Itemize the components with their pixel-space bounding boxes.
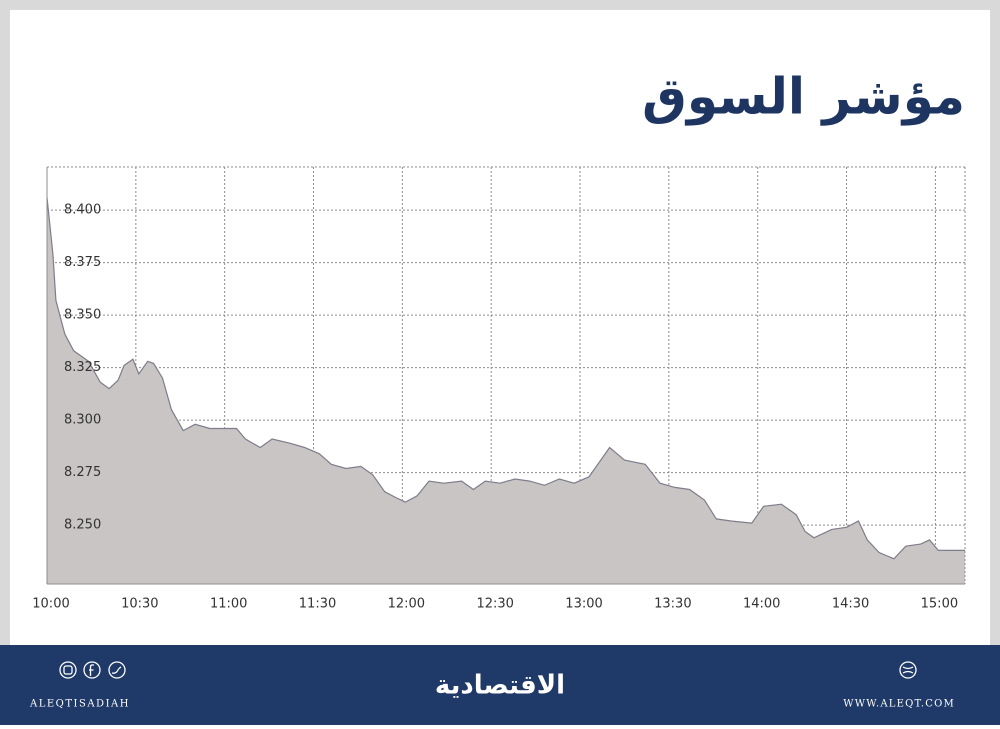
y-tick-label: 8.400 [64,203,101,218]
x-tick-label: 10:30 [121,597,158,612]
x-tick-label: 13:00 [565,597,602,612]
y-tick-label: 8.325 [64,360,101,375]
x-tick-label: 13:30 [654,597,691,612]
chart-title: مؤشر السوق [642,68,965,127]
y-tick-label: 8.300 [64,413,101,428]
footer-right-text: WWW.ALEQT.COM [843,699,955,710]
plot: 8.250 8.275 8.300 8.325 8.350 8.375 8.400 10:00… [32,166,966,612]
y-tick-label: 8.350 [64,308,101,323]
web-icon [899,661,917,679]
x-tick-label: 11:00 [210,597,247,612]
y-tick-label: 8.275 [64,465,101,480]
footer-left-text: ALEQTISADIAH [29,699,130,710]
footer [0,645,1000,725]
x-tick-label: 11:30 [299,597,336,612]
footer-logo: الاقتصادية [435,671,565,701]
x-tick-label: 12:00 [388,597,425,612]
y-tick-label: 8.375 [64,255,101,270]
line [46,197,965,560]
x-tick-label: 15:00 [921,597,958,612]
y-tick-label: 8.250 [64,518,101,533]
x-tick-label: 12:30 [476,597,513,612]
area [47,197,965,584]
x-tick-label: 14:30 [832,597,869,612]
social-icons [59,661,126,679]
x-tick-label: 14:00 [743,597,780,612]
x-tick-label: 10:00 [32,597,69,612]
